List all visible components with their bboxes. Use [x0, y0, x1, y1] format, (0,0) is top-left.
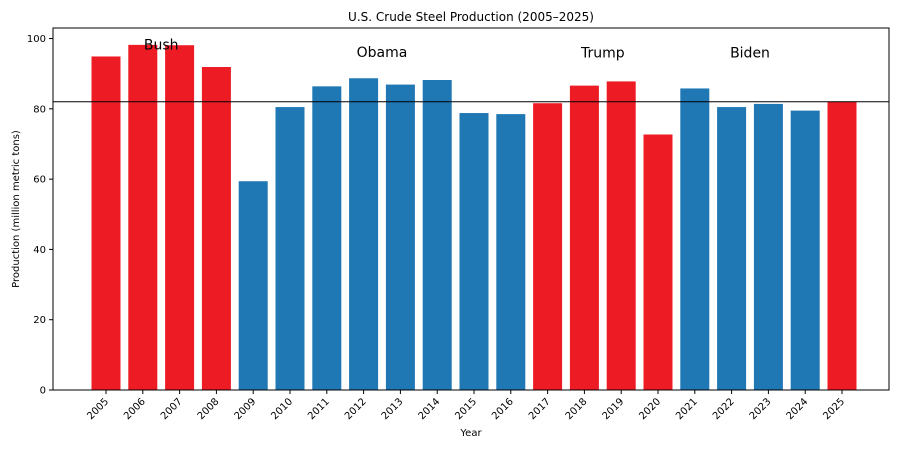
x-tick-label: 2025 — [821, 396, 847, 422]
bar-2017 — [533, 103, 563, 391]
y-tick-label: 60 — [33, 175, 46, 186]
y-tick-label: 80 — [33, 104, 46, 115]
bar-2006 — [128, 44, 158, 390]
x-tick-label: 2021 — [674, 396, 700, 422]
bar-2014 — [422, 80, 452, 390]
x-tick-label: 2011 — [306, 396, 332, 422]
x-tick-label: 2006 — [122, 396, 148, 422]
annotations-group: Bush Obama Trump Biden — [144, 38, 770, 62]
bar-2007 — [165, 45, 195, 390]
x-tick-label: 2009 — [233, 396, 259, 422]
bar-2020 — [643, 134, 673, 390]
x-tick-label: 2014 — [417, 396, 443, 422]
bar-2024 — [790, 110, 820, 391]
bar-2023 — [753, 103, 783, 391]
bar-2013 — [385, 84, 415, 390]
bar-2011 — [312, 86, 342, 391]
x-tick-label: 2020 — [637, 396, 663, 422]
x-tick-label: 2007 — [159, 396, 185, 422]
annotation-bush: Bush — [144, 38, 179, 54]
bar-2019 — [606, 81, 636, 390]
x-ticks-group: 2005 2006 2007 2008 2009 2010 2011 2012 2013 2014… — [85, 390, 847, 422]
y-tick-label: 20 — [33, 315, 46, 326]
bar-2015 — [459, 113, 489, 390]
x-tick-label: 2018 — [564, 396, 590, 422]
bars-group — [91, 44, 857, 391]
chart-title: U.S. Crude Steel Production (2005–2025) — [348, 10, 594, 24]
bar-2022 — [717, 107, 747, 390]
bar-2010 — [275, 107, 305, 390]
y-axis-label: Production (million metric tons) — [11, 130, 22, 288]
bar-2005 — [91, 56, 121, 391]
bar-2008 — [201, 67, 231, 390]
y-tick-label: 0 — [40, 386, 46, 397]
annotation-biden: Biden — [730, 46, 770, 62]
x-tick-label: 2016 — [490, 396, 516, 422]
bar-2025 — [827, 101, 857, 391]
annotation-trump: Trump — [580, 46, 625, 62]
plot-frame — [52, 27, 890, 391]
bar-2016 — [496, 114, 526, 390]
y-ticks-group: 0 20 40 60 80 100 — [27, 34, 53, 397]
y-tick-label: 40 — [33, 245, 46, 256]
x-tick-label: 2010 — [269, 396, 295, 422]
x-tick-label: 2008 — [196, 396, 222, 422]
x-tick-label: 2005 — [85, 396, 111, 422]
x-tick-label: 2015 — [453, 396, 479, 422]
bar-2009 — [238, 181, 268, 390]
x-tick-label: 2022 — [711, 396, 737, 422]
x-tick-label: 2013 — [380, 396, 406, 422]
x-tick-label: 2024 — [785, 396, 811, 422]
y-tick-label: 100 — [27, 34, 46, 45]
x-axis-label: Year — [459, 428, 482, 439]
bar-2012 — [349, 78, 379, 391]
annotation-obama: Obama — [357, 45, 408, 61]
x-tick-label: 2012 — [343, 396, 369, 422]
x-tick-label: 2017 — [527, 396, 553, 422]
x-tick-label: 2019 — [601, 396, 627, 422]
bar-2021 — [680, 88, 710, 390]
bar-2018 — [569, 85, 599, 391]
x-tick-label: 2023 — [748, 396, 774, 422]
